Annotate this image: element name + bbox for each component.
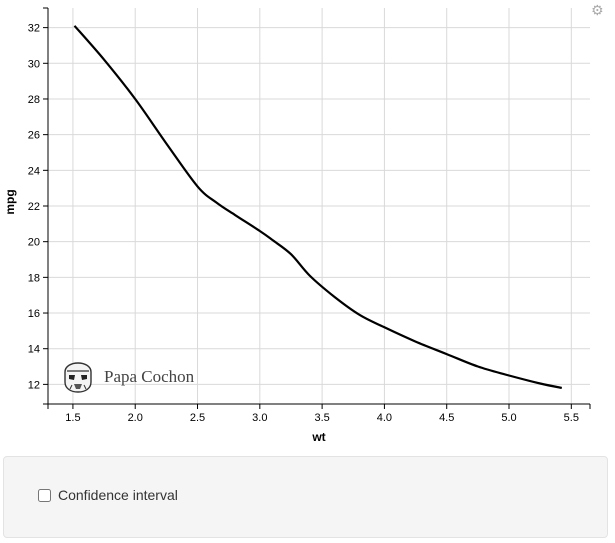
watermark-text: Papa Cochon	[104, 367, 195, 386]
y-tick-label: 24	[28, 165, 40, 177]
x-axis-ticks: 1.5 2.0 2.5 3.0 3.5 4.0 4.5 5.0 5.5	[47, 404, 591, 424]
x-tick-label: 4.5	[439, 412, 454, 424]
y-tick-label: 12	[28, 379, 40, 391]
y-tick-label: 30	[28, 58, 40, 70]
y-tick-label: 26	[28, 130, 40, 142]
confidence-interval-option[interactable]: Confidence interval	[38, 487, 178, 503]
y-tick-label: 18	[28, 272, 40, 284]
y-tick-label: 16	[28, 308, 40, 320]
watermark: Papa Cochon	[64, 362, 195, 393]
y-axis-ticks: 12 14 16 18 20 22 24 26 28 30 32	[28, 7, 48, 405]
x-tick-label: 1.5	[65, 412, 80, 424]
y-tick-label: 14	[28, 344, 40, 356]
x-tick-label: 3.0	[252, 412, 267, 424]
x-tick-label: 5.0	[501, 412, 516, 424]
confidence-interval-checkbox[interactable]	[38, 488, 51, 502]
y-tick-label: 22	[28, 201, 40, 213]
gear-icon[interactable]: ⚙	[591, 2, 604, 18]
x-tick-label: 2.0	[128, 412, 143, 424]
confidence-interval-label: Confidence interval	[58, 487, 178, 503]
x-tick-label: 4.0	[377, 412, 392, 424]
controls-panel: Confidence interval	[3, 456, 608, 538]
series-line-loess-fit	[73, 25, 563, 389]
x-axis-title: wt	[311, 430, 325, 444]
x-tick-label: 3.5	[314, 412, 329, 424]
x-tick-label: 2.5	[190, 412, 205, 424]
y-axis-title: mpg	[3, 189, 17, 214]
y-gridlines	[48, 27, 590, 385]
stormtrooper-icon	[64, 362, 92, 393]
x-tick-label: 5.5	[564, 412, 579, 424]
y-tick-label: 20	[28, 237, 40, 249]
y-tick-label: 32	[28, 23, 40, 35]
y-tick-label: 28	[28, 94, 40, 106]
mpg-vs-wt-chart: 1.5 2.0 2.5 3.0 3.5 4.0 4.5 5.0 5.5 12 14 16 18 20 22…	[3, 7, 591, 444]
